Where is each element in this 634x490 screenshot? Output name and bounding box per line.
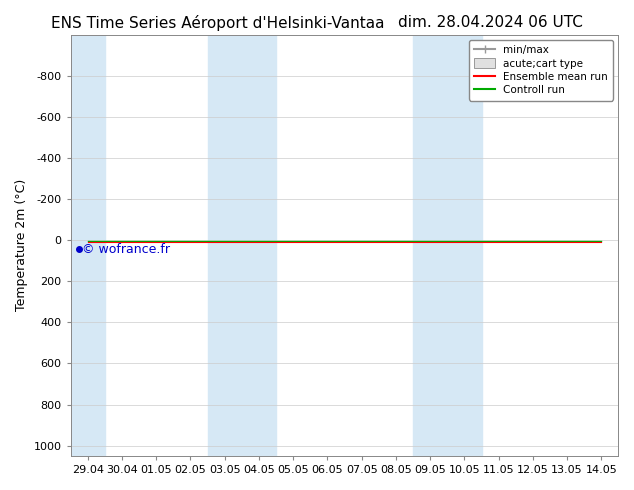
Y-axis label: Temperature 2m (°C): Temperature 2m (°C): [15, 179, 28, 312]
Legend: min/max, acute;cart type, Ensemble mean run, Controll run: min/max, acute;cart type, Ensemble mean …: [469, 40, 613, 100]
Text: © wofrance.fr: © wofrance.fr: [82, 243, 169, 256]
Text: dim. 28.04.2024 06 UTC: dim. 28.04.2024 06 UTC: [398, 15, 583, 30]
Text: ENS Time Series Aéroport d'Helsinki-Vantaa: ENS Time Series Aéroport d'Helsinki-Vant…: [51, 15, 384, 31]
Bar: [207, 35, 276, 456]
Bar: [70, 35, 105, 456]
Bar: [413, 35, 481, 456]
